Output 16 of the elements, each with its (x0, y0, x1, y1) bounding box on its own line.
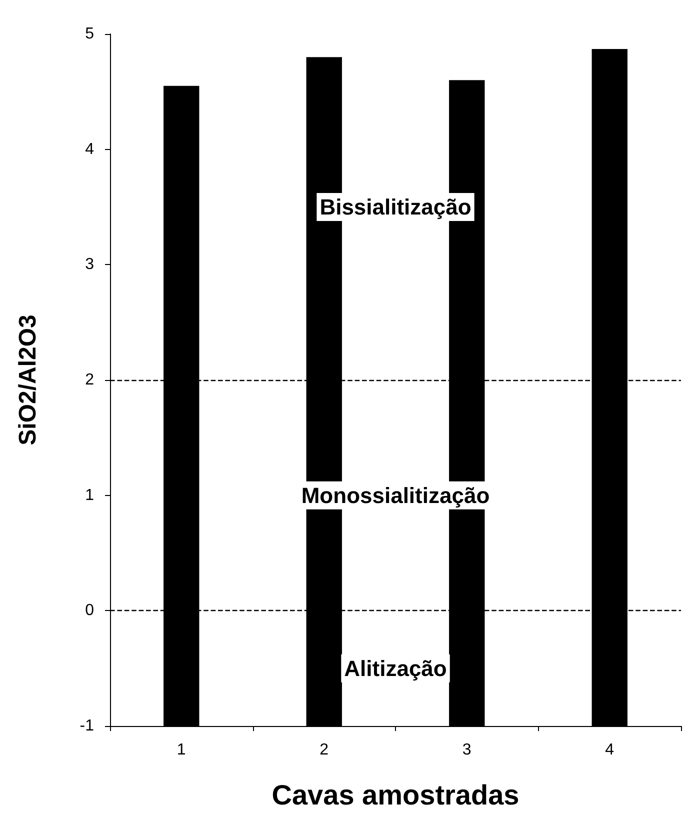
y-tick-label: 0 (85, 602, 94, 620)
annotation: Alitização (344, 656, 447, 681)
y-tick-label: 2 (85, 372, 94, 388)
y-tick-label: 1 (85, 486, 94, 504)
annotation: Bissialitização (320, 194, 472, 220)
y-tick-label: 5 (85, 26, 94, 42)
x-axis-title: Cavas amostradas (272, 780, 520, 810)
x-tick-label: 1 (176, 742, 186, 758)
y-tick-label: -1 (80, 718, 94, 734)
annotation: Monossialitização (301, 482, 490, 508)
y-axis-title: SiO2/Al2O3 (14, 314, 42, 446)
x-tick-label: 2 (320, 742, 329, 758)
x-tick-label: 3 (462, 742, 472, 758)
y-tick-label: 3 (85, 256, 94, 274)
x-tick-label: 4 (605, 742, 614, 758)
y-tick-label: 4 (85, 140, 94, 158)
